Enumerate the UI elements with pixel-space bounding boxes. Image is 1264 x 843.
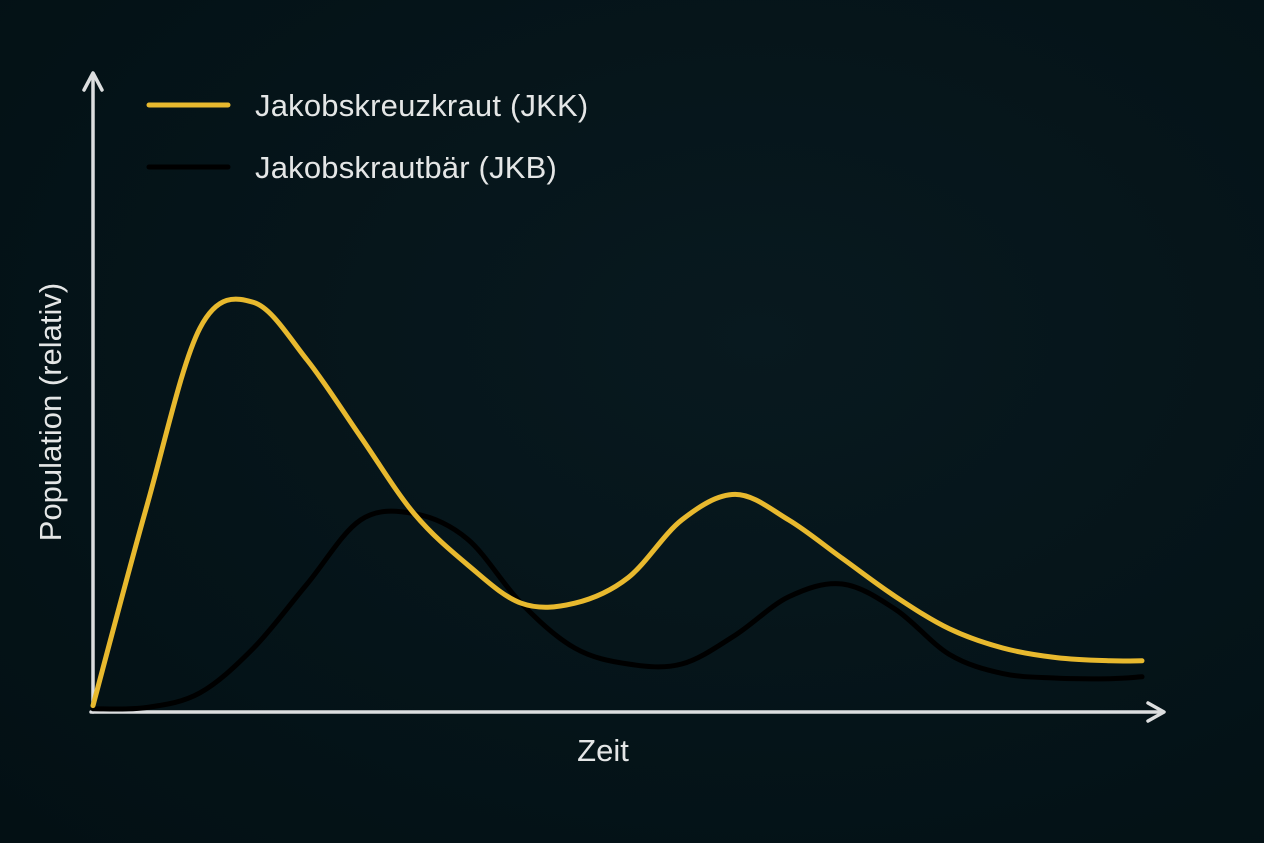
axes <box>82 71 1166 723</box>
y-axis-label: Population (relativ) <box>33 282 68 542</box>
x-axis-label: Zeit <box>577 733 629 768</box>
legend-label-jkb: Jakobskrautbär (JKB) <box>255 150 558 185</box>
y-axis-arrow-icon <box>82 71 104 92</box>
series-line-jkb <box>90 508 1145 712</box>
x-axis-arrow-icon <box>1146 701 1166 723</box>
legend <box>146 102 231 170</box>
legend-label-jkk: Jakobskreuzkraut (JKK) <box>255 88 589 123</box>
series-line-jkk <box>90 296 1145 709</box>
